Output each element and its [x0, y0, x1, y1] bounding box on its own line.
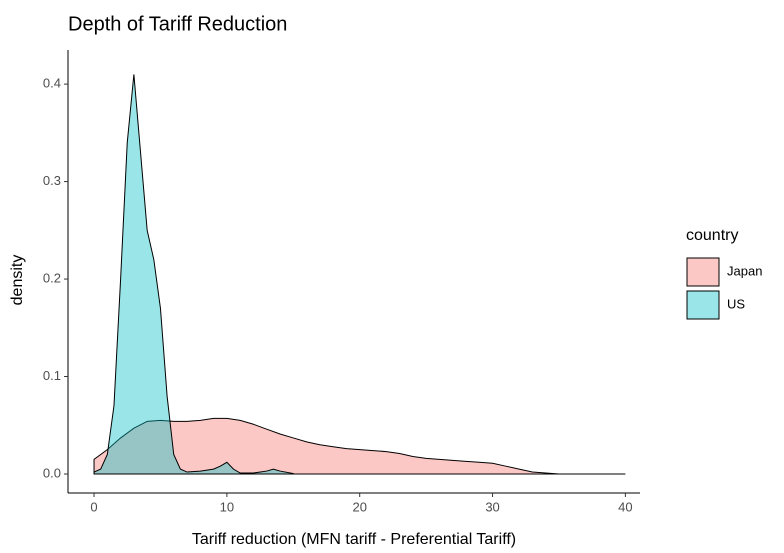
x-tick-label: 40 — [618, 499, 632, 514]
legend-label: Japan — [727, 263, 762, 278]
legend-title: country — [686, 227, 738, 244]
x-tick-label: 10 — [220, 499, 234, 514]
legend-swatch — [687, 258, 719, 286]
density-area — [93, 74, 294, 475]
y-tick-label: 0.2 — [43, 270, 61, 285]
chart-title: Depth of Tariff Reduction — [68, 13, 287, 35]
y-tick-label: 0.4 — [43, 76, 61, 91]
y-tick-label: 0.0 — [43, 465, 61, 480]
x-axis-title: Tariff reduction (MFN tariff - Preferent… — [192, 531, 516, 548]
x-tick-label: 20 — [352, 499, 366, 514]
y-axis-title: density — [9, 255, 26, 306]
legend-swatch — [687, 291, 719, 319]
y-tick-label: 0.3 — [43, 173, 61, 188]
x-tick-label: 0 — [90, 499, 97, 514]
legend-swatch — [686, 257, 720, 287]
x-tick-label: 30 — [485, 499, 499, 514]
density-area — [93, 417, 626, 475]
legend-swatch — [686, 290, 720, 320]
legend-label: US — [727, 296, 745, 311]
y-tick-label: 0.1 — [43, 368, 61, 383]
